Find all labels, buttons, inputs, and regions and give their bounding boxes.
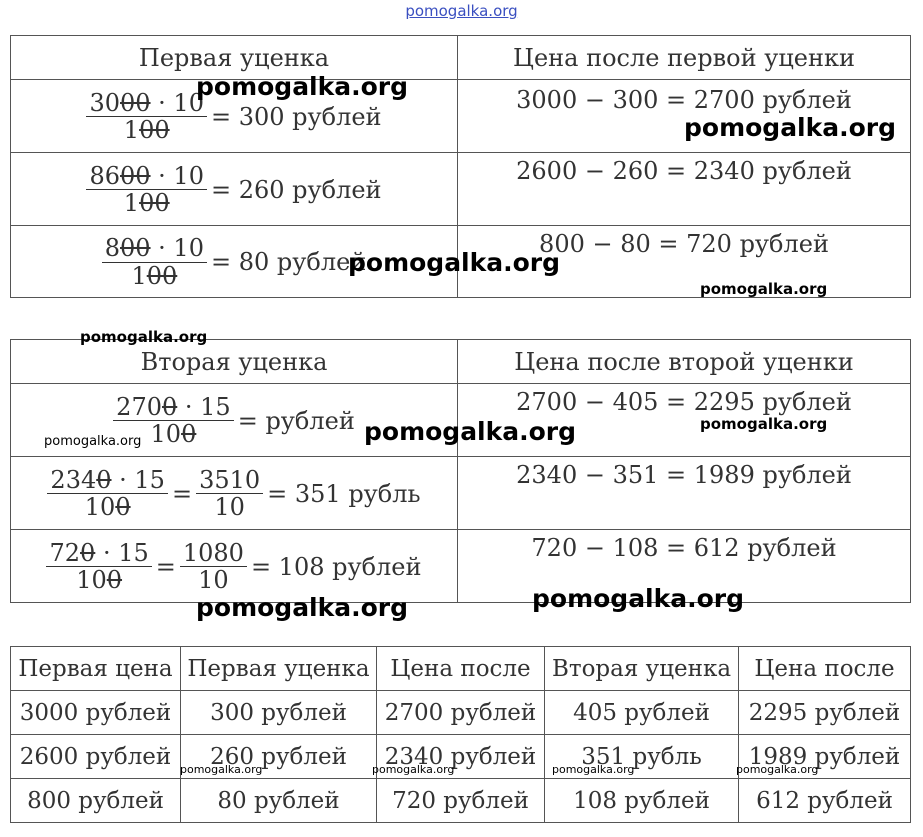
fraction-expression: 720 · 15 100 = 1080 10 = 108 рублей: [46, 539, 422, 594]
watermark: pomogalka.org: [364, 417, 577, 446]
watermark: pomogalka.org: [736, 763, 819, 776]
fraction-expression: 8600 · 10 100 = 260 рублей: [86, 162, 382, 217]
watermark: pomogalka.org: [684, 113, 897, 142]
table2-row-markdown-cell: 720 · 15 100 = 1080 10 = 108 рублей: [10, 529, 458, 603]
table-row: 3000 рублей 300 рублей 2700 рублей 405 р…: [10, 690, 911, 735]
fraction: 3510 10: [196, 466, 264, 520]
fraction: 2340 · 15 100: [47, 466, 168, 521]
first-markdown-table: Первая уценка Цена после первой уценки 3…: [10, 35, 911, 298]
summary-cell: 300 рублей: [180, 690, 377, 735]
fraction-expression: 800 · 10 100 = 80 рублей: [101, 235, 366, 289]
summary-cell: 2700 рублей: [376, 690, 545, 735]
summary-cell: 405 рублей: [544, 690, 739, 735]
table2-row-markdown-cell: 2340 · 15 100 = 3510 10 = 351 рубль: [10, 456, 458, 530]
summary-header: Цена после: [738, 646, 911, 691]
watermark: pomogalka.org: [80, 328, 208, 346]
watermark: pomogalka.org: [532, 584, 745, 613]
table1-row-after-cell: 2600 − 260 = 2340 рублей: [457, 152, 911, 226]
summary-cell: 720 рублей: [376, 778, 545, 823]
fraction: 720 · 15 100: [46, 539, 152, 594]
fraction: 800 · 10 100: [101, 235, 207, 289]
summary-cell: 2295 рублей: [738, 690, 911, 735]
table1-header-price-after-first: Цена после первой уценки: [457, 35, 911, 80]
table1-row-markdown-cell: 3000 · 10 100 = 300 рублей: [10, 79, 458, 153]
table1-row-markdown-cell: 8600 · 10 100 = 260 рублей: [10, 152, 458, 226]
summary-table: Первая цена Первая уценка Цена после Вто…: [10, 646, 911, 823]
fraction-expression: 2700 · 15 100 = рублей: [113, 393, 355, 448]
watermark: pomogalka.org: [196, 72, 409, 101]
table2-row-markdown-cell: 2700 · 15 100 = рублей: [10, 383, 458, 457]
fraction: 1080 10: [179, 539, 247, 593]
second-markdown-table: Вторая уценка Цена после второй уценки 2…: [10, 339, 911, 603]
summary-cell: 80 рублей: [180, 778, 377, 823]
summary-cell: 2340 рублей: [376, 734, 545, 779]
watermark: pomogalka.org: [180, 763, 263, 776]
watermark: pomogalka.org: [372, 763, 455, 776]
table1-header-first-markdown: Первая уценка: [10, 35, 458, 80]
fraction: 8600 · 10 100: [86, 162, 207, 217]
summary-cell: 351 рубль: [544, 734, 739, 779]
watermark: pomogalka.org: [196, 593, 409, 622]
table1-row-after-cell: 800 − 80 = 720 рублей: [457, 225, 911, 298]
fraction: 2700 · 15 100: [113, 393, 234, 448]
summary-header: Первая уценка: [180, 646, 377, 691]
summary-cell: 2600 рублей: [10, 734, 181, 779]
summary-cell: 612 рублей: [738, 778, 911, 823]
table2-row-after-cell: 720 − 108 = 612 рублей: [457, 529, 911, 603]
fraction-expression: 3000 · 10 100 = 300 рублей: [86, 89, 382, 144]
table2-row-after-cell: 2340 − 351 = 1989 рублей: [457, 456, 911, 530]
table2-header-second-markdown: Вторая уценка: [10, 339, 458, 384]
summary-cell: 3000 рублей: [10, 690, 181, 735]
watermark: pomogalka.org: [700, 280, 828, 298]
watermark: pomogalka.org: [348, 248, 561, 277]
summary-header: Цена после: [376, 646, 545, 691]
fraction: 3000 · 10 100: [86, 89, 207, 144]
fraction-expression: 2340 · 15 100 = 3510 10 = 351 рубль: [47, 466, 421, 521]
site-link[interactable]: pomogalka.org: [405, 2, 518, 20]
watermark: pomogalka.org: [700, 415, 828, 433]
table2-header-price-after-second: Цена после второй уценки: [457, 339, 911, 384]
table1-row-after-cell: 3000 − 300 = 2700 рублей: [457, 79, 911, 153]
summary-cell: 108 рублей: [544, 778, 739, 823]
watermark: pomogalka.org: [44, 434, 142, 449]
summary-header: Вторая уценка: [544, 646, 739, 691]
table1-row-markdown-cell: 800 · 10 100 = 80 рублей: [10, 225, 458, 298]
table-row: 800 рублей 80 рублей 720 рублей 108 рубл…: [10, 778, 911, 823]
summary-cell: 1989 рублей: [738, 734, 911, 779]
table2-row-after-cell: 2700 − 405 = 2295 рублей: [457, 383, 911, 457]
summary-cell: 800 рублей: [10, 778, 181, 823]
summary-header: Первая цена: [10, 646, 181, 691]
watermark: pomogalka.org: [552, 763, 635, 776]
